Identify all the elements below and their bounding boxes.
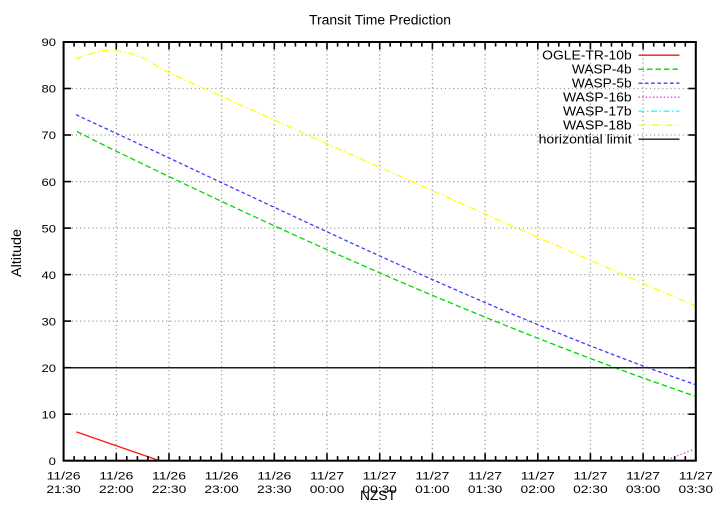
svg-text:00:30: 00:30 bbox=[362, 484, 397, 496]
svg-text:11/27: 11/27 bbox=[521, 471, 555, 483]
svg-text:01:00: 01:00 bbox=[415, 484, 450, 496]
svg-text:11/27: 11/27 bbox=[626, 471, 660, 483]
svg-text:40: 40 bbox=[42, 270, 57, 282]
svg-text:23:00: 23:00 bbox=[204, 484, 239, 496]
svg-text:30: 30 bbox=[42, 316, 57, 328]
svg-text:90: 90 bbox=[42, 37, 57, 49]
svg-text:WASP-4b: WASP-4b bbox=[572, 62, 632, 77]
svg-text:11/27: 11/27 bbox=[363, 471, 397, 483]
svg-text:50: 50 bbox=[42, 223, 57, 235]
svg-text:21:30: 21:30 bbox=[46, 484, 81, 496]
svg-text:11/26: 11/26 bbox=[99, 471, 133, 483]
svg-text:0: 0 bbox=[49, 456, 56, 468]
svg-text:11/27: 11/27 bbox=[310, 471, 344, 483]
svg-text:Transit Time Prediction: Transit Time Prediction bbox=[309, 13, 451, 28]
svg-text:03:30: 03:30 bbox=[679, 484, 714, 496]
svg-text:11/26: 11/26 bbox=[152, 471, 186, 483]
svg-text:22:00: 22:00 bbox=[99, 484, 134, 496]
svg-text:11/27: 11/27 bbox=[679, 471, 713, 483]
svg-text:Altitude: Altitude bbox=[9, 229, 24, 277]
svg-text:11/26: 11/26 bbox=[205, 471, 239, 483]
svg-text:80: 80 bbox=[42, 84, 57, 96]
svg-text:23:30: 23:30 bbox=[257, 484, 292, 496]
svg-text:WASP-5b: WASP-5b bbox=[572, 76, 632, 91]
svg-text:00:00: 00:00 bbox=[310, 484, 345, 496]
svg-text:WASP-18b: WASP-18b bbox=[563, 118, 632, 133]
svg-text:03:00: 03:00 bbox=[626, 484, 661, 496]
svg-text:WASP-17b: WASP-17b bbox=[563, 104, 632, 119]
svg-text:11/26: 11/26 bbox=[257, 471, 291, 483]
svg-text:11/27: 11/27 bbox=[415, 471, 449, 483]
svg-text:20: 20 bbox=[42, 363, 57, 375]
svg-text:11/27: 11/27 bbox=[468, 471, 502, 483]
svg-text:70: 70 bbox=[42, 130, 57, 142]
svg-text:01:30: 01:30 bbox=[468, 484, 503, 496]
svg-text:22:30: 22:30 bbox=[152, 484, 187, 496]
svg-text:02:30: 02:30 bbox=[573, 484, 608, 496]
svg-text:horizontial limit: horizontial limit bbox=[539, 132, 633, 147]
svg-text:02:00: 02:00 bbox=[521, 484, 556, 496]
svg-text:10: 10 bbox=[42, 409, 57, 421]
svg-text:WASP-16b: WASP-16b bbox=[563, 90, 632, 105]
svg-text:60: 60 bbox=[42, 177, 57, 189]
svg-text:11/26: 11/26 bbox=[47, 471, 81, 483]
svg-text:11/27: 11/27 bbox=[573, 471, 607, 483]
svg-text:NZST: NZST bbox=[360, 488, 396, 503]
svg-text:OGLE-TR-10b: OGLE-TR-10b bbox=[542, 48, 632, 63]
